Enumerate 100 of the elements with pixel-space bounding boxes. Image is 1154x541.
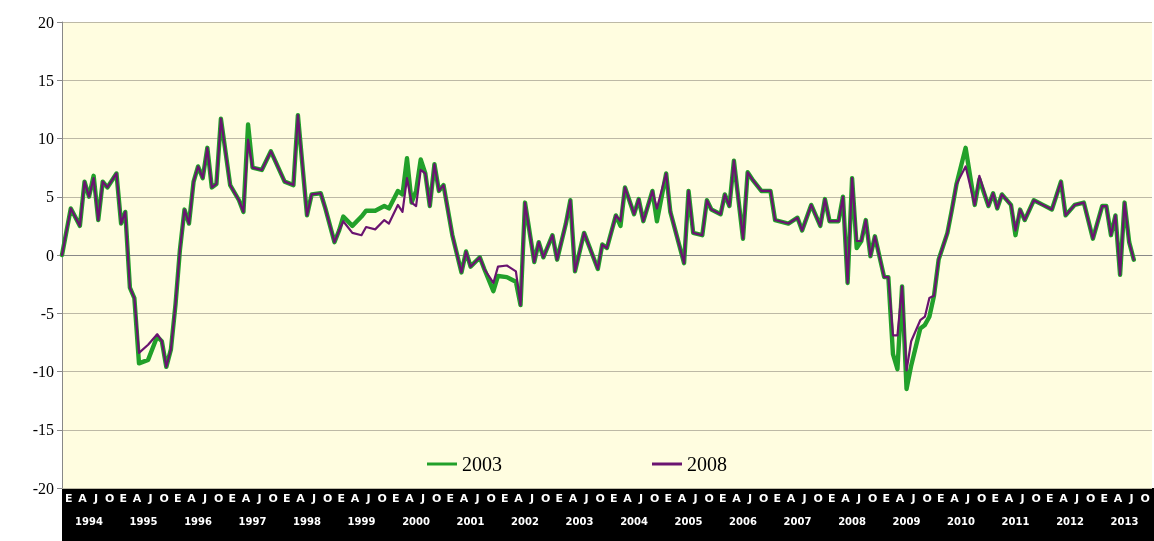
text: E xyxy=(773,491,782,505)
text: O xyxy=(214,491,224,505)
text: J xyxy=(638,491,644,505)
text: J xyxy=(311,491,317,505)
x-tick-label: 2003 xyxy=(565,515,594,527)
y-tick-label: -15 xyxy=(32,421,54,439)
text: O xyxy=(595,491,605,505)
text: E xyxy=(610,491,618,505)
y-tick-label: 10 xyxy=(38,130,54,147)
text: O xyxy=(377,491,387,505)
x-tick-label: 2007 xyxy=(783,515,812,527)
text: O xyxy=(486,491,496,505)
text: J xyxy=(965,491,971,505)
x-tick-label: 1998 xyxy=(293,515,321,527)
text: A xyxy=(841,491,851,505)
x-tick-label: 1996 xyxy=(184,515,213,527)
text: E xyxy=(664,491,673,505)
x-tick-label: 2010 xyxy=(947,515,975,527)
text: J xyxy=(1128,491,1134,505)
x-tick-label: 2011 xyxy=(1001,515,1030,527)
x-tick-label: 2013 xyxy=(1110,515,1139,527)
text: E xyxy=(446,491,455,505)
text: O xyxy=(105,491,115,505)
text: E xyxy=(991,491,1000,505)
text: A xyxy=(895,491,905,505)
text: A xyxy=(405,491,415,505)
x-tick-label: 1999 xyxy=(347,515,376,527)
text: J xyxy=(529,491,535,505)
x-tick-label: 1995 xyxy=(129,515,158,527)
text: O xyxy=(432,491,442,505)
y-tick-label: -5 xyxy=(40,304,54,322)
text: A xyxy=(786,491,796,505)
text: O xyxy=(323,491,333,505)
text: O xyxy=(1031,491,1041,505)
text: J xyxy=(365,491,371,505)
text: A xyxy=(78,491,88,505)
y-tick-label: 0 xyxy=(46,246,54,264)
text: J xyxy=(856,491,862,505)
text: A xyxy=(1004,491,1014,505)
text: A xyxy=(950,491,960,505)
text: E xyxy=(119,491,128,505)
legend-label: 2008 xyxy=(687,453,727,475)
text: J xyxy=(583,491,589,505)
text: J xyxy=(474,491,480,505)
text: J xyxy=(801,491,807,505)
text: O xyxy=(541,491,551,505)
x-tick-label: 2005 xyxy=(674,515,703,527)
text: E xyxy=(228,491,237,505)
text: O xyxy=(650,491,660,505)
y-tick-label: -10 xyxy=(32,363,54,380)
text: O xyxy=(704,491,714,505)
text: E xyxy=(1046,491,1054,505)
text: J xyxy=(420,491,426,505)
text: O xyxy=(759,491,769,505)
x-tick-label: 2006 xyxy=(729,515,757,527)
x-tick-label: 2001 xyxy=(456,515,485,527)
text: A xyxy=(1059,491,1069,505)
text: O xyxy=(813,491,823,505)
text: A xyxy=(1113,491,1123,505)
text: O xyxy=(977,491,987,505)
y-tick-label: 5 xyxy=(46,188,54,206)
x-tick-label: 2002 xyxy=(511,515,539,527)
text: J xyxy=(1074,491,1080,505)
text: J xyxy=(93,491,99,505)
text: O xyxy=(1140,491,1150,505)
legend-label: 2003 xyxy=(462,453,502,475)
text: J xyxy=(202,491,208,505)
text: A xyxy=(568,491,578,505)
text: A xyxy=(623,491,633,505)
text: E xyxy=(337,491,346,505)
x-tick-label: 1997 xyxy=(238,515,267,527)
y-tick-label: 15 xyxy=(38,71,54,89)
text: O xyxy=(868,491,878,505)
text: A xyxy=(241,491,251,505)
text: E xyxy=(283,491,291,505)
text: A xyxy=(132,491,142,505)
y-tick-label: 20 xyxy=(38,13,54,31)
text: A xyxy=(677,491,687,505)
text: E xyxy=(828,491,836,505)
y-tick-label: -20 xyxy=(32,479,54,497)
x-tick-label: 1994 xyxy=(75,515,103,527)
text: O xyxy=(268,491,278,505)
x-tick-label: 2009 xyxy=(892,515,921,527)
x-tick-label: 2004 xyxy=(620,515,649,527)
text: E xyxy=(174,491,182,505)
text: J xyxy=(256,491,262,505)
text: A xyxy=(459,491,469,505)
text: E xyxy=(882,491,891,505)
text: O xyxy=(1086,491,1096,505)
text: A xyxy=(187,491,197,505)
text: E xyxy=(1100,491,1109,505)
text: J xyxy=(747,491,753,505)
text: J xyxy=(692,491,698,505)
text: A xyxy=(350,491,360,505)
text: E xyxy=(719,491,727,505)
text: E xyxy=(937,491,945,505)
text: A xyxy=(514,491,524,505)
text: A xyxy=(732,491,742,505)
text: A xyxy=(296,491,306,505)
text: J xyxy=(910,491,916,505)
